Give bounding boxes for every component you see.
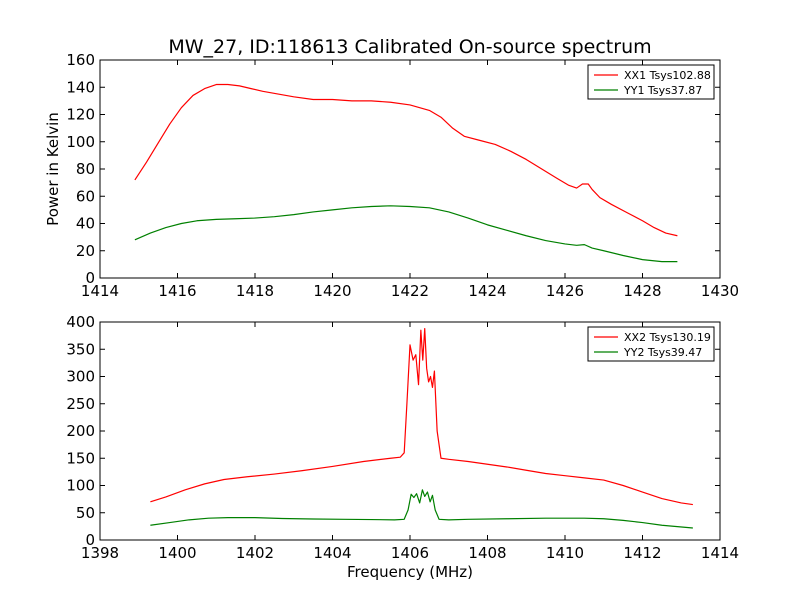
- bottom-x-tick-label: 1410: [546, 544, 584, 562]
- top-x-tick-label: 1424: [468, 282, 506, 300]
- bottom-y-tick-label: 0: [85, 531, 95, 549]
- bottom-series-line-1: [150, 327, 693, 506]
- bottom-y-tick-label: 400: [66, 313, 95, 331]
- top-y-tick-label: 80: [76, 160, 95, 178]
- bottom-x-tick-label: 1414: [701, 544, 739, 562]
- top-chart-title: MW_27, ID:118613 Calibrated On-source sp…: [168, 36, 651, 58]
- top-legend-box: [587, 64, 715, 100]
- bottom-x-tick-label: 1412: [623, 544, 661, 562]
- top-y-tick-label: 160: [66, 51, 95, 69]
- top-y-tick-label: 140: [66, 78, 95, 96]
- bottom-y-tick-label: 200: [66, 422, 95, 440]
- top-x-tick-label: 1422: [391, 282, 429, 300]
- top-x-tick-label: 1428: [623, 282, 661, 300]
- bottom-x-tick-label: 1402: [236, 544, 274, 562]
- top-x-tick-label: 1416: [158, 282, 196, 300]
- top-x-tick-label: 1420: [313, 282, 351, 300]
- top-y-tick-label: 60: [76, 187, 95, 205]
- bottom-y-tick-label: 50: [76, 504, 95, 522]
- bottom-legend: XX2 Tsys130.19 YY2 Tsys39.47: [587, 326, 715, 362]
- top-x-tick-label: 1430: [701, 282, 739, 300]
- top-y-axis-label: Power in Kelvin: [44, 112, 62, 226]
- top-legend: XX1 Tsys102.88 YY1 Tsys37.87: [587, 64, 715, 100]
- top-series-line-1: [134, 83, 678, 237]
- top-series-line-2: [134, 205, 678, 263]
- bottom-y-tick-label: 250: [66, 395, 95, 413]
- bottom-legend-box: [587, 326, 715, 362]
- bottom-x-tick-label: 1398: [81, 544, 119, 562]
- bottom-y-tick-label: 300: [66, 368, 95, 386]
- bottom-legend-label-1: XX2 Tsys130.19: [624, 331, 711, 344]
- top-y-tick-label: 40: [76, 215, 95, 233]
- bottom-x-axis-label: Frequency (MHz): [347, 563, 473, 581]
- top-y-tick-label: 120: [66, 106, 95, 124]
- top-x-tick-label: 1414: [81, 282, 119, 300]
- bottom-spectrum-panel: Frequency (MHz) 1398 1400 1402 1404 1406 1408…: [66, 313, 739, 581]
- top-legend-label-2: YY1 Tsys37.87: [623, 84, 702, 97]
- bottom-plot-area: 1398 1400 1402 1404 1406 1408 1410 1412 1414 0 50 1…: [66, 313, 739, 562]
- bottom-x-tick-label: 1400: [158, 544, 196, 562]
- top-spectrum-panel: MW_27, ID:118613 Calibrated On-source sp…: [44, 36, 739, 300]
- bottom-y-tick-label: 100: [66, 477, 95, 495]
- top-plot-area: 1414 1416 1418 1420 1422 1424 1426 1428 1430 0 20 4…: [66, 51, 739, 300]
- bottom-x-tick-label: 1406: [391, 544, 429, 562]
- top-y-tick-label: 20: [76, 242, 95, 260]
- bottom-x-tick-label: 1404: [313, 544, 351, 562]
- top-y-tick-label: 0: [85, 269, 95, 287]
- top-y-tick-label: 100: [66, 133, 95, 151]
- bottom-legend-label-2: YY2 Tsys39.47: [623, 346, 702, 359]
- top-x-tick-label: 1426: [546, 282, 584, 300]
- top-x-tick-label: 1418: [236, 282, 274, 300]
- bottom-series-line-2: [150, 489, 693, 529]
- bottom-y-tick-label: 150: [66, 449, 95, 467]
- bottom-x-tick-label: 1408: [468, 544, 506, 562]
- bottom-y-tick-label: 350: [66, 340, 95, 358]
- top-legend-label-1: XX1 Tsys102.88: [624, 69, 711, 82]
